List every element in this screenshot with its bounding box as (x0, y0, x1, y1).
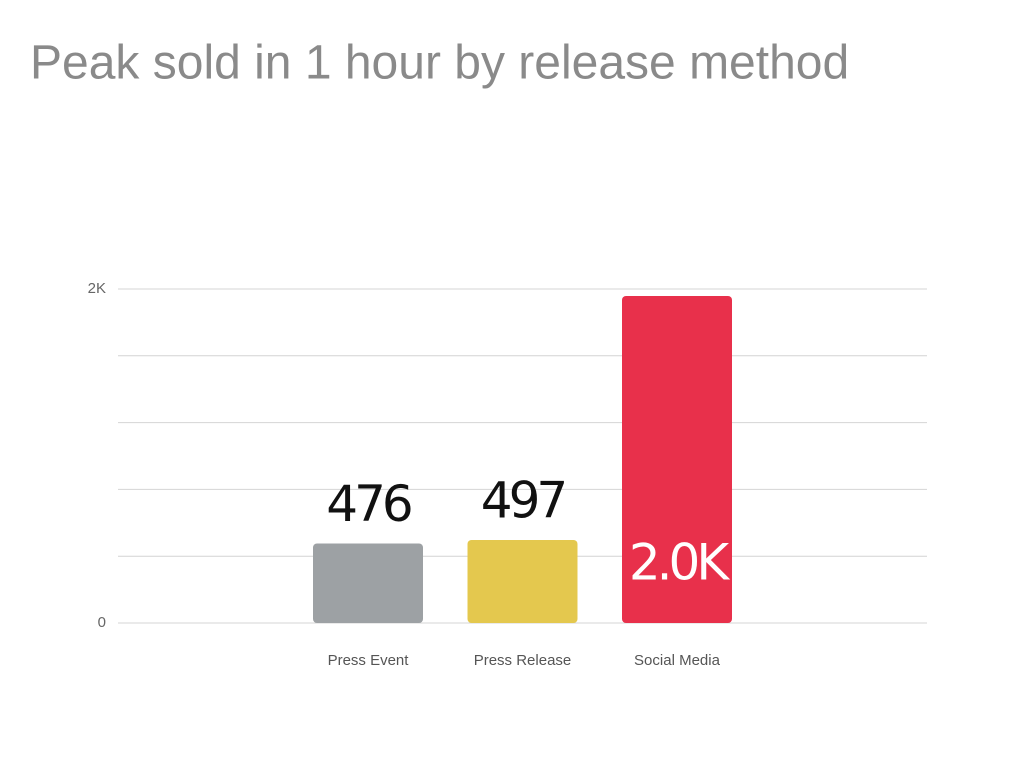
value-label: 476 (326, 475, 411, 533)
x-tick-label: Press Event (328, 652, 410, 669)
value-label: 2.0K (629, 534, 731, 592)
x-tick-label: Social Media (634, 652, 721, 669)
y-tick-label: 0 (98, 614, 106, 631)
bar (622, 296, 732, 623)
bar (313, 543, 423, 623)
bar (467, 540, 578, 623)
x-tick-label: Press Release (474, 652, 572, 669)
chart-title: Peak sold in 1 hour by release method (30, 37, 849, 90)
y-tick-label: 2K (88, 280, 106, 297)
value-label: 497 (481, 472, 565, 530)
